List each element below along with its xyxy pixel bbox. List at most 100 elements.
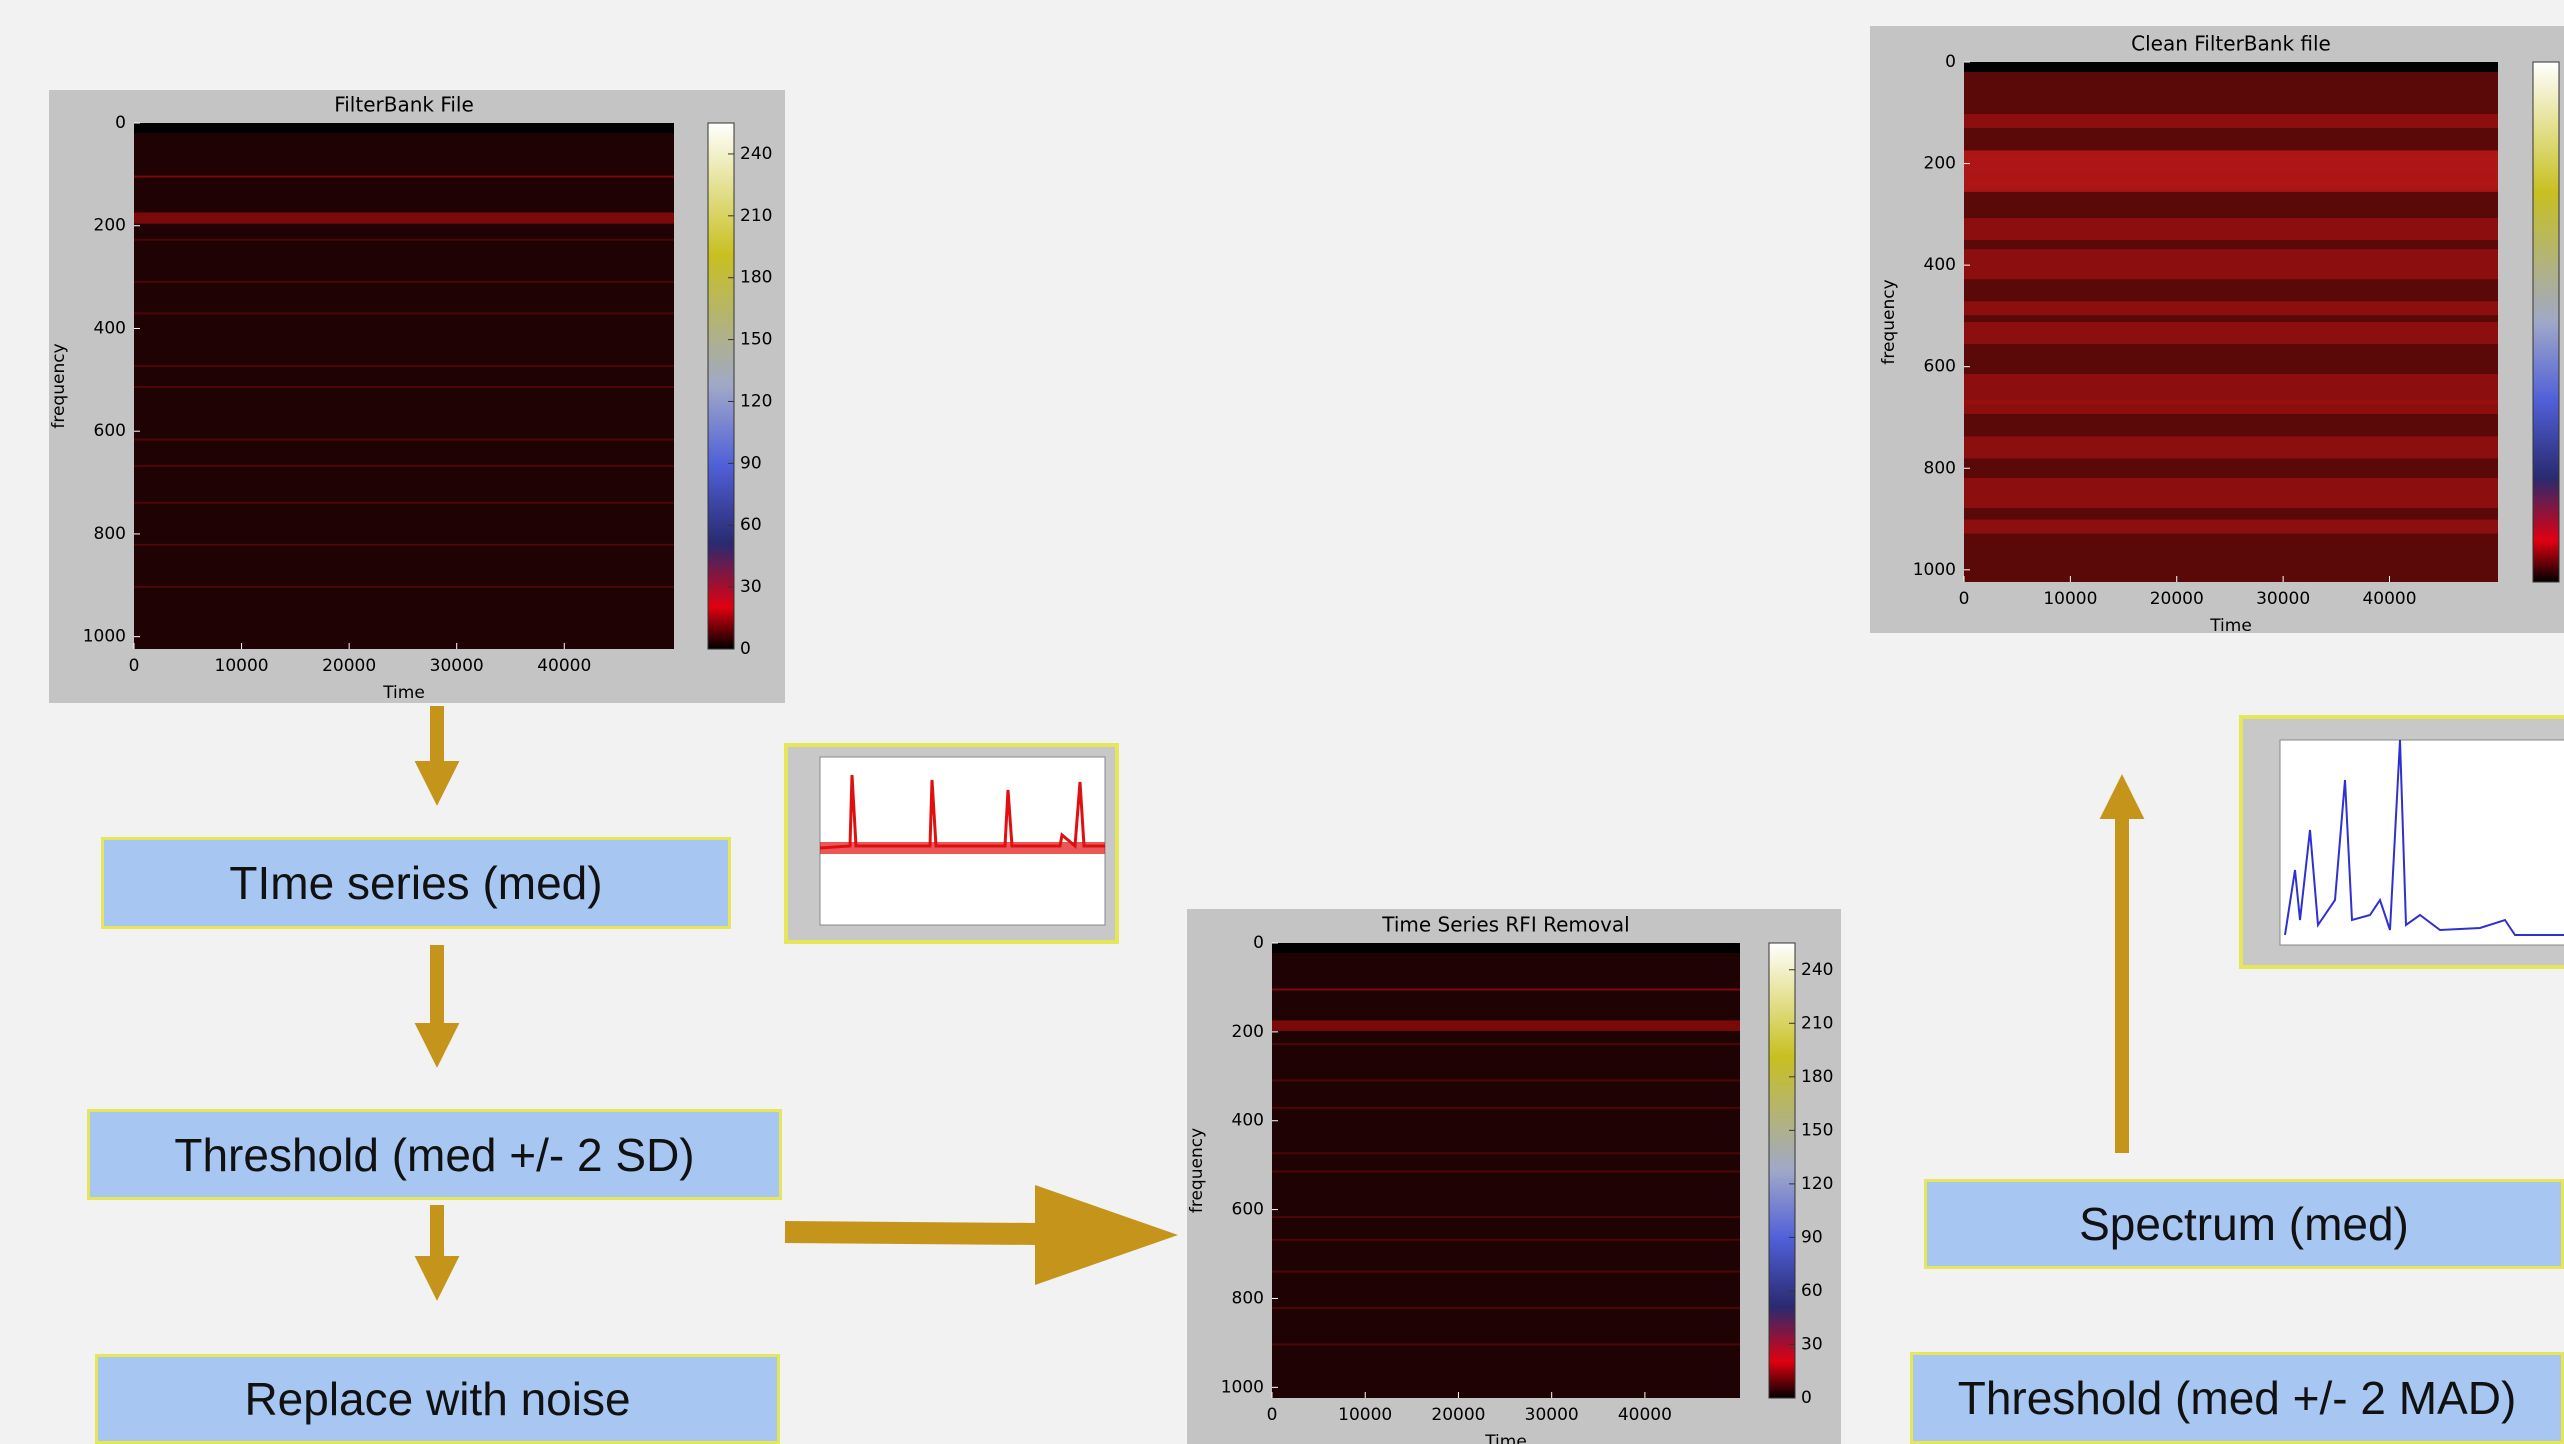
colorbar-tick-label: 30 bbox=[740, 577, 762, 597]
plot-title: FilterBank File bbox=[334, 93, 474, 117]
heatmap-stripe bbox=[1964, 301, 2498, 315]
heatmap-stripe bbox=[1272, 1043, 1740, 1045]
heatmap-edge bbox=[1964, 62, 2498, 72]
x-axis-label: Time bbox=[2209, 616, 2252, 636]
y-tick-label: 600 bbox=[1924, 357, 1956, 377]
step-box: Threshold (med +/- 2 SD) bbox=[87, 1109, 782, 1200]
heatmap-stripe bbox=[1272, 1025, 1740, 1031]
heatmap-stripe bbox=[134, 544, 674, 546]
x-tick-label: 0 bbox=[129, 656, 140, 676]
heatmap-stripe bbox=[134, 386, 674, 388]
colorbar-tick-label: 150 bbox=[1801, 1120, 1833, 1140]
x-tick-label: 40000 bbox=[2362, 589, 2416, 609]
y-tick-label: 200 bbox=[1232, 1022, 1264, 1042]
y-tick-label: 800 bbox=[1232, 1288, 1264, 1308]
y-tick-label: 1000 bbox=[1221, 1377, 1264, 1397]
thumbnail bbox=[2241, 717, 2564, 967]
x-axis-label: Time bbox=[1484, 1432, 1527, 1444]
x-tick-label: 20000 bbox=[1431, 1405, 1485, 1425]
y-tick-label: 1000 bbox=[1913, 560, 1956, 580]
heatmap-stripe bbox=[1272, 1107, 1740, 1109]
colorbar-tick-label: 0 bbox=[1801, 1388, 1812, 1408]
x-tick-label: 40000 bbox=[1618, 1405, 1672, 1425]
colorbar-tick-label: 120 bbox=[740, 391, 772, 411]
heatmap-stripe bbox=[1272, 1239, 1740, 1241]
heatmap-stripe bbox=[134, 281, 674, 283]
colorbar bbox=[708, 123, 734, 649]
x-tick-label: 40000 bbox=[537, 656, 591, 676]
heatmap-stripe bbox=[1272, 1271, 1740, 1273]
colorbar-tick-label: 180 bbox=[1801, 1067, 1833, 1087]
heatmap-edge bbox=[1272, 943, 1740, 953]
heatmap-stripe bbox=[1272, 989, 1740, 991]
step-box: Replace with noise bbox=[95, 1354, 780, 1444]
y-tick-label: 400 bbox=[94, 318, 126, 338]
heatmap-stripe bbox=[1964, 249, 2498, 279]
heatmap-stripe bbox=[134, 365, 674, 367]
heatmap-stripe bbox=[1272, 1152, 1740, 1154]
heatmap-stripe bbox=[1272, 1171, 1740, 1173]
y-axis-label: frequency bbox=[49, 343, 69, 428]
colorbar bbox=[1769, 943, 1795, 1398]
heatmap-stripe bbox=[1964, 114, 2498, 128]
colorbar-tick-label: 210 bbox=[1801, 1013, 1833, 1033]
heatmap-band bbox=[1964, 150, 2498, 192]
arrow-head bbox=[1035, 1185, 1178, 1285]
heatmap-stripe bbox=[134, 502, 674, 504]
colorbar-tick-label: 0 bbox=[740, 639, 751, 659]
x-tick-label: 10000 bbox=[2043, 589, 2097, 609]
y-axis-label: frequency bbox=[1187, 1128, 1207, 1213]
y-tick-label: 200 bbox=[1924, 154, 1956, 174]
arrow bbox=[785, 1232, 1040, 1234]
heatmap-stripe bbox=[134, 239, 674, 241]
heatmap-stripe bbox=[1272, 1216, 1740, 1218]
heatmap-stripe bbox=[134, 218, 674, 224]
y-tick-label: 0 bbox=[1945, 52, 1956, 72]
heatmap-plot: Time Series RFI Removal Time frequency 0 100… bbox=[1187, 909, 1841, 1444]
y-tick-label: 600 bbox=[1232, 1200, 1264, 1220]
colorbar-tick-label: 120 bbox=[1801, 1174, 1833, 1194]
y-tick-label: 800 bbox=[94, 524, 126, 544]
x-tick-label: 20000 bbox=[2150, 589, 2204, 609]
heatmap-stripe bbox=[1964, 436, 2498, 458]
colorbar-tick-label: 60 bbox=[740, 515, 762, 535]
step-box: Threshold (med +/- 2 MAD) bbox=[1910, 1352, 2564, 1444]
heatmap-stripe bbox=[134, 465, 674, 467]
step-box: Spectrum (med) bbox=[1924, 1179, 2564, 1269]
heatmap-plot: FilterBank File Time frequency 0 10000 20000 3… bbox=[49, 90, 785, 703]
heatmap-stripe bbox=[1964, 478, 2498, 508]
x-tick-label: 0 bbox=[1959, 589, 1970, 609]
heatmap-stripe bbox=[134, 176, 674, 178]
heatmap-stripe bbox=[1272, 1307, 1740, 1309]
x-tick-label: 30000 bbox=[1525, 1405, 1579, 1425]
colorbar-tick-label: 180 bbox=[740, 268, 772, 288]
x-axis-label: Time bbox=[382, 683, 425, 703]
plot-title: Time Series RFI Removal bbox=[1381, 913, 1630, 937]
colorbar-tick-label: 90 bbox=[740, 453, 762, 473]
colorbar-tick-label: 30 bbox=[1801, 1334, 1823, 1354]
heatmap-edge bbox=[134, 123, 674, 133]
x-tick-label: 30000 bbox=[2256, 589, 2310, 609]
y-tick-label: 0 bbox=[1253, 933, 1264, 953]
colorbar-tick-label: 150 bbox=[740, 330, 772, 350]
x-tick-label: 30000 bbox=[430, 656, 484, 676]
page: {"plots":[ {"title":"FilterBank File","x… bbox=[0, 0, 2564, 1444]
heatmap-stripe bbox=[134, 312, 674, 314]
colorbar-tick-label: 60 bbox=[1801, 1281, 1823, 1301]
heatmap-stripe bbox=[134, 439, 674, 441]
heatmap-stripe bbox=[1964, 520, 2498, 534]
colorbar-tick-label: 90 bbox=[1801, 1227, 1823, 1247]
plot-title: Clean FilterBank file bbox=[2131, 32, 2331, 56]
colorbar-tick-label: 240 bbox=[1801, 960, 1833, 980]
y-tick-label: 600 bbox=[94, 421, 126, 441]
x-tick-label: 10000 bbox=[215, 656, 269, 676]
colorbar-tick-label: 210 bbox=[740, 206, 772, 226]
colorbar-tick-label: 240 bbox=[740, 144, 772, 164]
x-tick-label: 20000 bbox=[322, 656, 376, 676]
y-axis-label: frequency bbox=[1879, 279, 1899, 364]
y-tick-label: 400 bbox=[1924, 255, 1956, 275]
heatmap-stripe bbox=[134, 212, 674, 218]
heatmap-stripe bbox=[1964, 374, 2498, 404]
y-tick-label: 400 bbox=[1232, 1111, 1264, 1131]
heatmap-stripe bbox=[134, 586, 674, 588]
